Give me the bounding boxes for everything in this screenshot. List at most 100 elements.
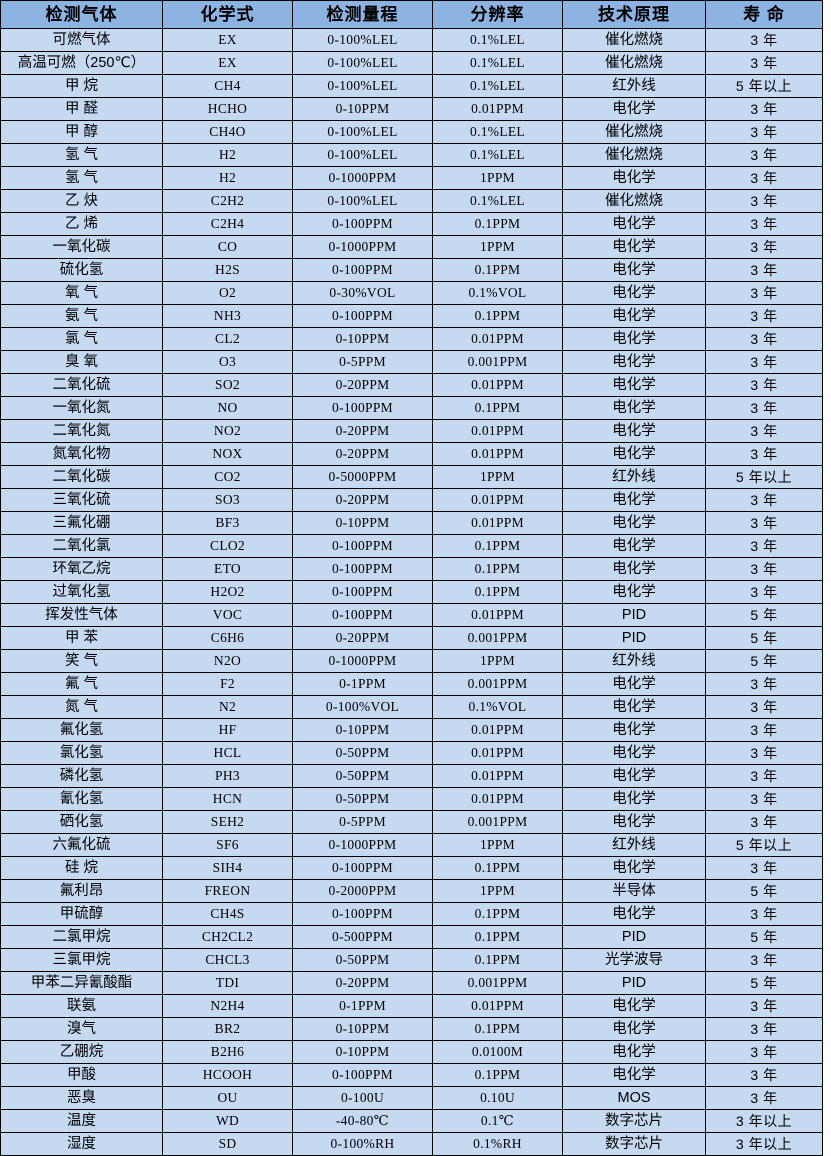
cell-resolution: 0.001PPM (432, 626, 563, 650)
table-row: 二氯甲烷 CH2CL2 0-500PPM 0.1PPM PID 5 年 (0, 925, 823, 949)
cell-technology: 催化燃烧 (562, 143, 706, 167)
table-row: 高温可燃（250℃） EX 0-100%LEL 0.1%LEL 催化燃烧 3 年 (0, 51, 823, 75)
column-header-detected-gas: 检测气体 (0, 0, 163, 29)
cell-resolution: 0.1PPM (432, 580, 563, 604)
cell-chemical-formula: FREON (162, 879, 293, 903)
cell-detection-range: 0-5000PPM (292, 465, 433, 489)
cell-detected-gas: 高温可燃（250℃） (0, 51, 163, 75)
cell-resolution: 0.01PPM (432, 787, 563, 811)
cell-technology: 电化学 (562, 672, 706, 696)
cell-technology: 电化学 (562, 281, 706, 305)
column-header-resolution: 分辨率 (432, 0, 563, 29)
table-row: 一氧化氮 NO 0-100PPM 0.1PPM 电化学 3 年 (0, 396, 823, 420)
cell-chemical-formula: HCHO (162, 97, 293, 121)
cell-detection-range: 0-100PPM (292, 1063, 433, 1087)
cell-detected-gas: 臭 氧 (0, 350, 163, 374)
cell-detected-gas: 氮 气 (0, 695, 163, 719)
cell-technology: 催化燃烧 (562, 189, 706, 213)
cell-technology: 电化学 (562, 856, 706, 880)
cell-detection-range: 0-20PPM (292, 488, 433, 512)
table-row: 氢 气 H2 0-1000PPM 1PPM 电化学 3 年 (0, 166, 823, 190)
cell-lifespan: 3 年 (705, 856, 823, 880)
table-body: 可燃气体 EX 0-100%LEL 0.1%LEL 催化燃烧 3 年高温可燃（250℃） E… (0, 28, 823, 1156)
cell-detection-range: 0-50PPM (292, 764, 433, 788)
column-header-detection-range: 检测量程 (292, 0, 433, 29)
cell-resolution: 0.01PPM (432, 442, 563, 466)
cell-technology: 电化学 (562, 373, 706, 397)
cell-technology: 电化学 (562, 1063, 706, 1087)
cell-resolution: 0.1%LEL (432, 120, 563, 144)
cell-detected-gas: 磷化氢 (0, 764, 163, 788)
cell-technology: 电化学 (562, 327, 706, 351)
table-row: 甲 醛 HCHO 0-10PPM 0.01PPM 电化学 3 年 (0, 97, 823, 121)
cell-chemical-formula: C2H2 (162, 189, 293, 213)
cell-detected-gas: 六氟化硫 (0, 833, 163, 857)
cell-resolution: 0.1%VOL (432, 281, 563, 305)
cell-detected-gas: 氯化氢 (0, 741, 163, 765)
cell-resolution: 0.1PPM (432, 856, 563, 880)
table-row: 氮氧化物 NOX 0-20PPM 0.01PPM 电化学 3 年 (0, 442, 823, 466)
cell-lifespan: 3 年 (705, 902, 823, 926)
cell-detection-range: 0-100%LEL (292, 189, 433, 213)
cell-chemical-formula: HF (162, 718, 293, 742)
cell-resolution: 0.01PPM (432, 994, 563, 1018)
cell-lifespan: 3 年 (705, 166, 823, 190)
cell-resolution: 1PPM (432, 649, 563, 673)
cell-lifespan: 3 年 (705, 396, 823, 420)
cell-chemical-formula: HCOOH (162, 1063, 293, 1087)
cell-detected-gas: 一氧化氮 (0, 396, 163, 420)
cell-resolution: 0.1%LEL (432, 51, 563, 75)
cell-lifespan: 3 年 (705, 28, 823, 52)
cell-detection-range: 0-30%VOL (292, 281, 433, 305)
cell-chemical-formula: CL2 (162, 327, 293, 351)
cell-resolution: 0.1PPM (432, 1063, 563, 1087)
cell-resolution: 0.01PPM (432, 488, 563, 512)
cell-resolution: 1PPM (432, 465, 563, 489)
cell-detected-gas: 氧 气 (0, 281, 163, 305)
table-row: 一氧化碳 CO 0-1000PPM 1PPM 电化学 3 年 (0, 235, 823, 259)
cell-chemical-formula: PH3 (162, 764, 293, 788)
cell-resolution: 0.1PPM (432, 902, 563, 926)
cell-detection-range: 0-1PPM (292, 672, 433, 696)
table-row: 甲苯二异氰酸酯 TDI 0-20PPM 0.001PPM PID 5 年 (0, 971, 823, 995)
cell-technology: 电化学 (562, 718, 706, 742)
cell-detected-gas: 联氨 (0, 994, 163, 1018)
cell-lifespan: 3 年 (705, 97, 823, 121)
cell-technology: 电化学 (562, 994, 706, 1018)
cell-lifespan: 3 年 (705, 695, 823, 719)
cell-technology: 电化学 (562, 1017, 706, 1041)
cell-detected-gas: 可燃气体 (0, 28, 163, 52)
cell-detected-gas: 二氧化氮 (0, 419, 163, 443)
cell-lifespan: 3 年 (705, 235, 823, 259)
cell-detected-gas: 甲苯二异氰酸酯 (0, 971, 163, 995)
cell-resolution: 1PPM (432, 879, 563, 903)
cell-lifespan: 3 年以上 (705, 1132, 823, 1156)
cell-technology: PID (562, 925, 706, 949)
cell-detection-range: 0-100PPM (292, 534, 433, 558)
table-row: 氮 气 N2 0-100%VOL 0.1%VOL 电化学 3 年 (0, 695, 823, 719)
cell-resolution: 0.01PPM (432, 97, 563, 121)
cell-detection-range: 0-100%LEL (292, 120, 433, 144)
cell-resolution: 0.1%LEL (432, 143, 563, 167)
cell-chemical-formula: NH3 (162, 304, 293, 328)
table-row: 二氧化氯 CLO2 0-100PPM 0.1PPM 电化学 3 年 (0, 534, 823, 558)
cell-chemical-formula: EX (162, 28, 293, 52)
cell-technology: 电化学 (562, 557, 706, 581)
cell-chemical-formula: NO (162, 396, 293, 420)
cell-detected-gas: 二氧化氯 (0, 534, 163, 558)
table-row: 可燃气体 EX 0-100%LEL 0.1%LEL 催化燃烧 3 年 (0, 28, 823, 52)
cell-detected-gas: 氯 气 (0, 327, 163, 351)
cell-chemical-formula: F2 (162, 672, 293, 696)
cell-resolution: 0.1PPM (432, 212, 563, 236)
cell-chemical-formula: H2O2 (162, 580, 293, 604)
cell-chemical-formula: C2H4 (162, 212, 293, 236)
table-row: 磷化氢 PH3 0-50PPM 0.01PPM 电化学 3 年 (0, 764, 823, 788)
cell-lifespan: 5 年以上 (705, 833, 823, 857)
table-row: 挥发性气体 VOC 0-100PPM 0.01PPM PID 5 年 (0, 603, 823, 627)
cell-resolution: 0.1PPM (432, 925, 563, 949)
cell-resolution: 0.1PPM (432, 1017, 563, 1041)
cell-technology: 电化学 (562, 580, 706, 604)
cell-lifespan: 3 年 (705, 189, 823, 213)
cell-detected-gas: 湿度 (0, 1132, 163, 1156)
